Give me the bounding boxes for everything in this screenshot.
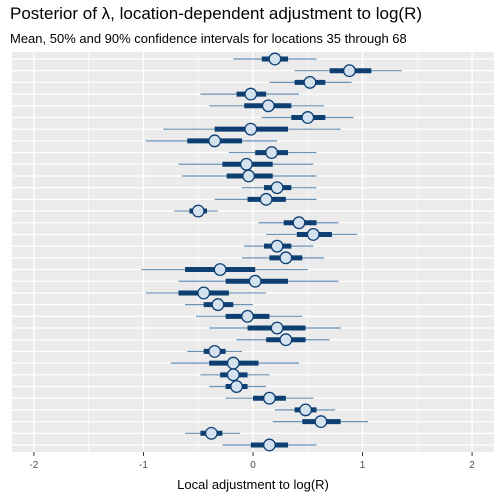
x-axis: -2 -1 0 1 2: [29, 452, 475, 471]
interval-row: [200, 87, 300, 101]
mean-point: [242, 169, 256, 183]
interval-row: [242, 251, 325, 265]
mean-point: [262, 391, 276, 405]
interval-row: [269, 75, 352, 89]
mean-point: [226, 368, 240, 382]
chart-title: Posterior of λ, location-dependent adjus…: [10, 4, 423, 23]
interval-row: [266, 228, 358, 241]
interval-row: [244, 239, 314, 253]
interval-row: [209, 99, 325, 113]
mean-point: [270, 239, 284, 253]
mean-point: [301, 111, 315, 124]
interval-row: [178, 274, 339, 288]
interval-row: [185, 298, 253, 312]
interval-row: [200, 368, 270, 382]
mean-point: [342, 64, 356, 78]
mean-point: [211, 298, 225, 312]
mean-point: [197, 286, 211, 300]
interval-row: [181, 169, 317, 183]
mean-point: [230, 380, 244, 393]
mean-point: [208, 344, 222, 358]
mean-point: [241, 309, 254, 323]
interval-row: [196, 309, 303, 323]
interval-row: [272, 415, 369, 429]
chart-subtitle: Mean, 50% and 90% confidence intervals f…: [10, 31, 407, 46]
interval-row: [145, 286, 267, 300]
mean-point: [314, 415, 328, 429]
mean-point: [208, 134, 222, 148]
mean-point: [279, 251, 293, 265]
x-tick-label: 1: [360, 460, 366, 471]
interval-row: [242, 181, 317, 195]
mean-point: [299, 403, 313, 417]
interval-row: [225, 391, 314, 405]
mean-point: [270, 181, 284, 195]
interval-marks: [141, 52, 402, 452]
mean-point: [191, 204, 205, 218]
interval-row: [294, 64, 402, 78]
interval-row: [178, 157, 314, 171]
interval-row: [209, 380, 267, 393]
interval-row: [261, 111, 354, 124]
mean-point: [259, 192, 273, 206]
mean-point: [279, 333, 293, 347]
mean-point: [268, 52, 282, 66]
mean-point: [226, 356, 240, 370]
interval-row: [185, 426, 240, 440]
interval-row: [236, 333, 330, 347]
interval-row: [145, 134, 278, 148]
mean-point: [292, 216, 306, 230]
mean-point: [270, 321, 284, 335]
mean-point: [239, 157, 253, 171]
interval-row: [141, 263, 308, 276]
mean-point: [204, 426, 218, 440]
interval-row: [209, 321, 341, 335]
mean-point: [261, 99, 275, 113]
interval-row: [214, 192, 317, 206]
mean-point: [244, 122, 258, 136]
interval-row: [274, 403, 336, 417]
interval-row: [258, 216, 339, 230]
mean-point: [303, 75, 317, 89]
mean-point: [244, 87, 258, 101]
interval-row: [187, 344, 243, 358]
interval-row: [174, 204, 218, 218]
mean-point: [306, 228, 320, 241]
mean-point: [262, 438, 276, 452]
mean-point: [248, 274, 262, 288]
mean-point: [213, 263, 227, 276]
interval-row: [222, 438, 317, 452]
x-tick-label: 0: [250, 460, 256, 471]
x-tick-label: 2: [469, 460, 475, 471]
x-tick-label: -2: [29, 460, 38, 471]
interval-row: [163, 122, 341, 136]
interval-row: [228, 146, 317, 160]
x-tick-label: -1: [139, 460, 148, 471]
x-axis-label: Local adjustment to log(R): [177, 477, 329, 492]
interval-row: [233, 52, 317, 66]
mean-point: [265, 146, 279, 160]
